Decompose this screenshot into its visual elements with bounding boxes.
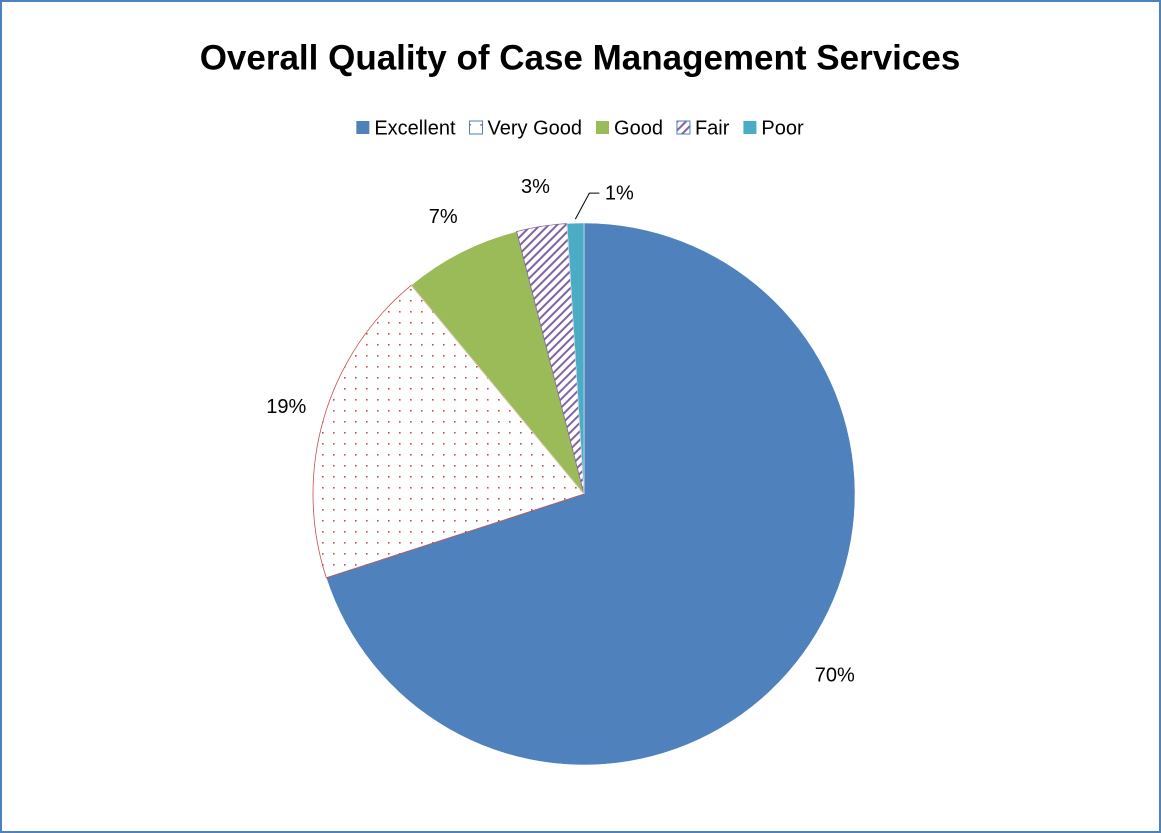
legend-label: Excellent — [374, 117, 456, 139]
legend: Excellent Very Good Good Fair Poor — [356, 117, 804, 139]
legend-label: Fair — [695, 117, 730, 139]
data-label: 1% — [605, 182, 634, 204]
leader-line — [574, 192, 600, 220]
legend-label: Very Good — [488, 117, 583, 139]
pie-slice — [325, 222, 856, 766]
chart-title: Overall Quality of Case Management Servi… — [200, 38, 961, 77]
data-label: 7% — [429, 206, 458, 228]
legend-swatch — [469, 120, 483, 135]
pie-slice — [312, 284, 585, 579]
legend-label: Poor — [761, 117, 804, 139]
legend-swatch — [743, 121, 757, 134]
pie-slice — [566, 222, 585, 495]
legend-swatch — [596, 121, 610, 134]
legend-swatch — [676, 120, 691, 135]
data-label: 19% — [266, 396, 306, 418]
data-label: 70% — [815, 664, 855, 686]
legend-swatch — [356, 121, 370, 134]
data-label: 3% — [521, 176, 550, 198]
legend-label: Good — [614, 117, 663, 139]
pie-slice — [410, 231, 585, 495]
